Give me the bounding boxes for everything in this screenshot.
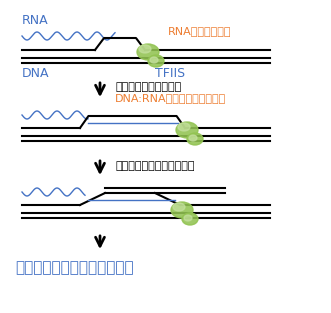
Ellipse shape — [150, 57, 158, 63]
Ellipse shape — [173, 203, 185, 211]
Ellipse shape — [148, 55, 164, 67]
Text: DNA: DNA — [22, 67, 50, 80]
Ellipse shape — [171, 202, 193, 218]
Ellipse shape — [139, 45, 151, 53]
Text: DNA:RNAハイブリッドの形成: DNA:RNAハイブリッドの形成 — [115, 93, 226, 103]
Ellipse shape — [137, 44, 159, 60]
Ellipse shape — [187, 133, 203, 145]
Text: 反復配列を介した染色体異常: 反復配列を介した染色体異常 — [15, 260, 134, 275]
Text: 反復配列どうしの相互作用: 反復配列どうしの相互作用 — [115, 161, 195, 171]
Text: TFIIS: TFIIS — [155, 67, 185, 80]
Text: RNA: RNA — [22, 14, 49, 27]
Ellipse shape — [184, 215, 192, 221]
Ellipse shape — [178, 123, 190, 131]
Text: RNAポリメラーゼ: RNAポリメラーゼ — [168, 26, 231, 36]
Ellipse shape — [189, 135, 197, 141]
Ellipse shape — [182, 213, 198, 225]
Ellipse shape — [176, 122, 198, 138]
Text: 染色体結合因子の解離: 染色体結合因子の解離 — [115, 82, 181, 92]
